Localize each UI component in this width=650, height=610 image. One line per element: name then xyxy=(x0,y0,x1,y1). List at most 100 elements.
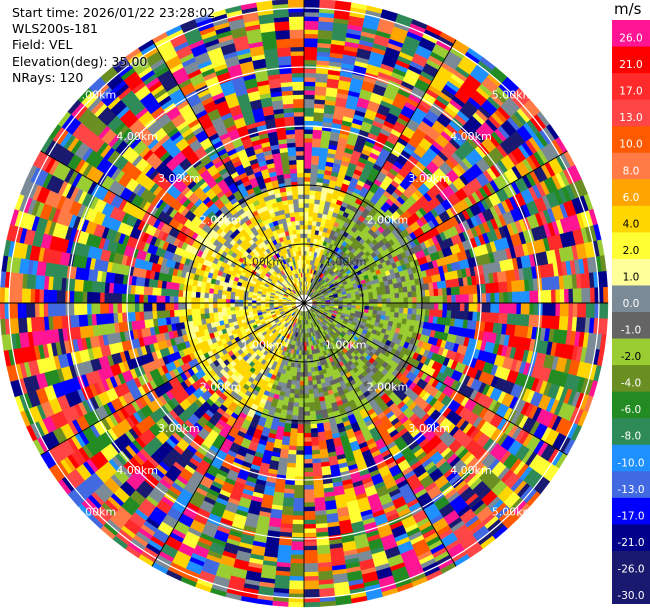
gate-cell xyxy=(472,293,478,304)
gate-cell xyxy=(603,286,609,304)
gate-cell xyxy=(377,302,383,308)
gate-cell xyxy=(364,295,370,301)
gate-cell xyxy=(288,584,305,590)
gate-cell xyxy=(303,3,320,9)
gate-cell xyxy=(306,345,310,351)
gate-cell xyxy=(292,406,299,412)
gate-cell xyxy=(294,480,305,486)
gate-cell xyxy=(446,295,452,304)
gate-cell xyxy=(459,302,465,312)
gate-cell xyxy=(309,190,317,196)
gate-cell xyxy=(568,288,574,304)
gate-cell xyxy=(490,292,496,304)
gate-cell xyxy=(598,287,604,304)
gate-cell xyxy=(373,298,379,304)
gate-cell xyxy=(303,107,315,113)
gate-cell xyxy=(296,428,305,434)
gate-cell xyxy=(572,288,578,304)
gate-cell xyxy=(312,212,319,218)
gate-cell xyxy=(303,493,315,499)
gate-cell xyxy=(429,309,435,317)
gate-cell xyxy=(303,584,320,590)
gate-cell xyxy=(403,297,409,304)
gate-cell xyxy=(481,293,487,304)
gate-cell xyxy=(411,290,417,298)
gate-cell xyxy=(559,302,565,317)
gate-cell xyxy=(303,168,312,174)
gate-cell xyxy=(516,302,522,315)
gate-cell xyxy=(494,292,500,304)
gate-cell xyxy=(303,59,317,65)
gate-cell xyxy=(303,194,310,200)
gate-cell xyxy=(438,295,444,304)
gate-cell xyxy=(300,367,305,373)
gate-cell xyxy=(450,286,457,296)
gate-cell xyxy=(303,46,318,52)
gate-cell xyxy=(403,308,409,315)
gate-cell xyxy=(399,302,405,309)
gate-cell xyxy=(308,397,315,403)
gate-cell xyxy=(308,207,315,213)
gate-cell xyxy=(309,415,317,421)
gate-cell xyxy=(494,302,500,314)
gate-cell xyxy=(481,302,487,313)
gate-cell xyxy=(303,597,320,603)
gate-cell xyxy=(585,287,591,304)
gate-cell xyxy=(303,142,313,148)
gate-cell xyxy=(303,89,316,96)
gate-cell xyxy=(303,389,309,395)
gate-cell xyxy=(429,289,435,297)
gate-cell xyxy=(303,576,319,582)
gate-cell xyxy=(296,441,305,447)
gate-cell xyxy=(295,454,305,460)
gate-cell xyxy=(455,302,461,312)
gate-cell xyxy=(303,207,310,213)
gate-cell xyxy=(399,297,405,304)
gate-cell xyxy=(303,532,317,538)
gate-cell xyxy=(288,597,305,603)
gate-cell xyxy=(598,302,604,319)
gate-cell xyxy=(295,380,301,386)
gate-cell xyxy=(307,220,313,226)
gate-cell xyxy=(303,484,314,490)
gate-cell xyxy=(306,354,311,360)
gate-cell xyxy=(303,215,309,221)
gate-cell xyxy=(291,415,299,421)
gate-cell xyxy=(293,493,305,499)
gate-cell xyxy=(437,309,443,318)
gate-cell xyxy=(503,302,509,314)
gate-cell xyxy=(373,302,379,308)
gate-cell xyxy=(311,159,320,166)
gate-cell xyxy=(290,545,305,551)
gate-cell xyxy=(303,189,311,195)
gate-cell xyxy=(520,291,526,304)
gate-cell xyxy=(368,302,374,307)
gate-cell xyxy=(542,290,548,304)
gate-cell xyxy=(442,302,448,311)
gate-cell xyxy=(433,302,439,311)
gate-cell xyxy=(308,393,315,399)
gate-cell xyxy=(303,176,311,182)
gate-cell xyxy=(303,68,317,74)
gate-cell xyxy=(296,432,305,438)
gate-cell xyxy=(310,164,319,170)
gate-cell xyxy=(564,302,570,318)
gate-cell xyxy=(312,384,318,390)
gate-cell xyxy=(303,103,315,109)
gate-cell xyxy=(364,302,370,307)
gate-cell xyxy=(377,298,383,304)
gate-cell xyxy=(303,541,317,547)
gate-cell xyxy=(303,42,318,48)
gate-cell xyxy=(529,290,535,304)
gate-cell xyxy=(568,302,574,318)
gate-cell xyxy=(290,423,298,429)
gate-cell xyxy=(564,288,570,304)
gate-cell xyxy=(394,302,400,309)
gate-cell xyxy=(292,402,299,408)
gate-cell xyxy=(555,289,561,304)
gate-cell xyxy=(303,185,311,191)
gate-cell xyxy=(416,302,422,310)
gate-cell xyxy=(295,450,305,456)
gate-cell xyxy=(385,307,391,313)
gate-cell xyxy=(303,571,319,577)
